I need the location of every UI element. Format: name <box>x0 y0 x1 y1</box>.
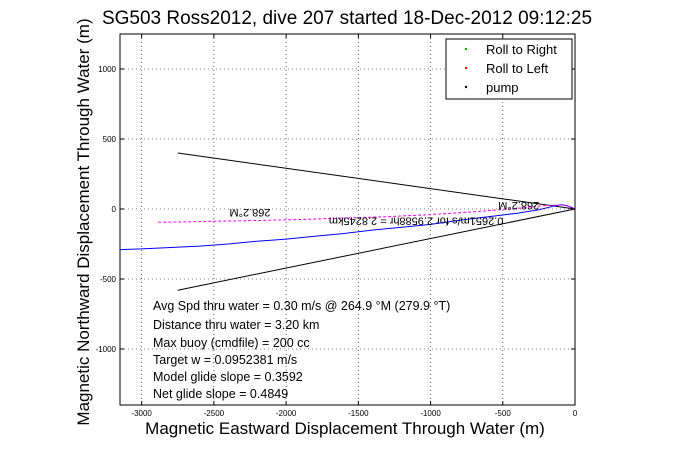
plot-annotation: 0.2651m/s for 2.9588hr = 2.8245km <box>329 214 504 226</box>
legend-label-roll-left: Roll to Left <box>486 61 549 76</box>
stats-model-glide: Model glide slope = 0.3592 <box>153 370 303 384</box>
legend-box <box>445 38 573 100</box>
y-tick-label: -500 <box>100 275 117 284</box>
stats-target-w: Target w = 0.0952381 m/s <box>153 353 297 367</box>
legend-item-roll-right: Roll to Right <box>464 42 557 57</box>
x-tick-label: -1500 <box>348 409 369 418</box>
heading-cone <box>177 152 576 291</box>
legend: Roll to Right Roll to Left pump <box>445 38 573 100</box>
cone-line <box>177 208 576 291</box>
y-tick-label: 500 <box>103 135 117 144</box>
plot-annotations: 268.2°M 268.2°M 0.2651m/s for 2.9588hr = 2… <box>229 199 539 226</box>
stats-avg-speed: Avg Spd thru water = 0.30 m/s @ 264.9 °M… <box>153 299 450 313</box>
x-tick-label: -3000 <box>131 409 152 418</box>
series-group <box>119 204 576 251</box>
stats-distance: Distance thru water = 3.20 km <box>153 318 319 332</box>
series-line <box>156 204 576 223</box>
x-axis-ticks: -3000 -2500 -2000 -1500 -1000 -500 0 <box>131 34 578 418</box>
cone-line <box>177 152 576 210</box>
y-tick-label: -1000 <box>96 345 117 354</box>
y-tick-label: 1000 <box>98 65 116 74</box>
x-axis-label: Magnetic Eastward Displacement Through W… <box>145 419 545 438</box>
plot-annotation: 268.2°M <box>229 206 270 218</box>
legend-marker-roll-left <box>464 66 468 70</box>
legend-marker-pump <box>464 85 468 89</box>
legend-marker-roll-right <box>464 47 468 51</box>
stats-max-buoy: Max buoy (cmdfile) = 200 cc <box>153 336 310 350</box>
x-tick-label: -2000 <box>276 409 297 418</box>
stats-net-glide: Net glide slope = 0.4849 <box>153 387 288 401</box>
stats-block: Avg Spd thru water = 0.30 m/s @ 264.9 °M… <box>153 299 450 401</box>
x-tick-label: -1000 <box>420 409 441 418</box>
y-tick-label: 0 <box>112 205 117 214</box>
y-axis-label: Magnetic Northward Displacement Through … <box>74 18 93 425</box>
axes-box <box>119 33 576 406</box>
chart-title: SG503 Ross2012, dive 207 started 18-Dec-… <box>102 8 592 29</box>
legend-item-roll-left: Roll to Left <box>464 61 549 76</box>
legend-label-pump: pump <box>486 80 519 95</box>
legend-item-pump: pump <box>464 80 519 95</box>
x-tick-label: 0 <box>573 409 578 418</box>
x-tick-label: -2500 <box>204 409 225 418</box>
plot-annotation: 268.2°M <box>498 199 539 211</box>
x-tick-label: -500 <box>495 409 512 418</box>
legend-label-roll-right: Roll to Right <box>486 42 557 57</box>
